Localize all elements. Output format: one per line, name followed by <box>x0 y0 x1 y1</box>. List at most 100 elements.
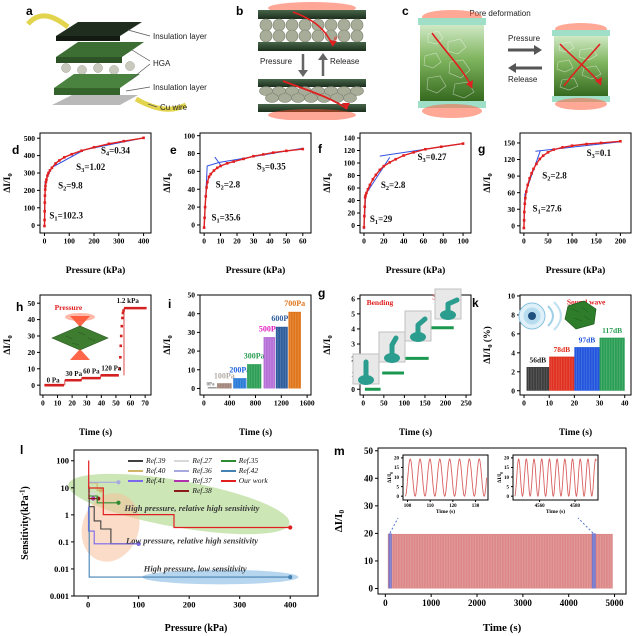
y-tick-label: 10 <box>61 483 70 493</box>
data-marker <box>43 218 46 222</box>
x-tick-label: 100 <box>132 600 145 610</box>
x-tick-label: 200 <box>183 600 196 610</box>
release-arrowhead <box>318 53 328 60</box>
plot-border <box>199 132 312 234</box>
x-tick-label: 60 <box>127 399 135 408</box>
ref35 <box>89 495 119 504</box>
series-end-dot <box>288 574 293 580</box>
annotation: Pressure <box>55 303 83 312</box>
annotation: S2=2.8 <box>542 170 567 182</box>
y-tick-label: 100 <box>184 131 196 140</box>
x-tick-label: 70 <box>141 399 149 408</box>
y-tick-label: 6 <box>511 329 515 338</box>
x-tick-label: 20 <box>380 237 388 246</box>
x-tick-label: 2000 <box>468 598 487 608</box>
legend-item: Ref.41 <box>128 476 165 485</box>
y-tick-label: 15 <box>504 466 510 471</box>
data-marker <box>535 162 538 166</box>
data-marker <box>523 210 526 214</box>
y-tick-label: 40 <box>364 473 374 483</box>
plot-border <box>359 294 472 396</box>
legend-item: Ref.35 <box>220 456 268 465</box>
chart-f-pressure-response: 0 20 40 60 80 100 0 20 40 60 80 100 120 140 Pressure (… <box>323 132 472 276</box>
legend-label: Ref.35 <box>238 456 259 465</box>
annotation: S2=2.8 <box>381 180 406 192</box>
x-tick-label: 0 <box>361 399 365 408</box>
signal-block <box>217 383 232 389</box>
data-marker <box>363 214 366 218</box>
block-label: 56dB <box>530 355 547 364</box>
pore-deformation-title: Pore deformation <box>469 9 530 18</box>
data-marker <box>362 226 366 229</box>
x-tick-label: 50 <box>283 237 291 246</box>
series-end-dot <box>136 541 141 546</box>
signal-block <box>387 533 613 589</box>
y-tick-label: 40 <box>28 315 36 324</box>
y-axis-label: ΔI/I0 <box>497 472 504 483</box>
block-label: 600Pa <box>271 314 292 323</box>
plot-border <box>377 447 627 595</box>
data-marker <box>43 194 47 197</box>
y-tick-label: 400 <box>24 151 36 160</box>
h-plot: 0 10 20 30 40 50 60 70 0 10 20 30 40 50 Time (s) ΔI/I0 0… <box>3 294 152 438</box>
y-axis-label: ΔI/I0 <box>3 335 14 355</box>
x-tick-label: 100 <box>457 237 469 246</box>
cu-wire-bottom <box>134 96 188 112</box>
data-marker <box>365 191 368 195</box>
y-tick-label: 20 <box>188 203 196 212</box>
x-tick-label: 3000 <box>514 598 533 608</box>
pressure-label: Pressure <box>260 57 293 66</box>
legend-label: Ref.39 <box>146 456 166 465</box>
chart-e-pressure-response: 0 10 20 30 40 50 60 0 20 40 60 80 100 Pressure (kPa) Δ… <box>163 131 312 276</box>
y-axis-label: ΔI/I0 <box>483 173 494 193</box>
legend-swatch <box>174 459 190 462</box>
panel-label-h: h <box>16 300 24 314</box>
data-marker <box>45 178 48 181</box>
x-tick-label: 100 <box>404 504 412 509</box>
signal-block <box>233 378 247 389</box>
panel-label-f: f <box>318 142 322 156</box>
annotation: S2=2.8 <box>216 179 241 191</box>
heat-glow-bottom <box>268 109 356 120</box>
photo-0deg <box>352 353 380 385</box>
data-marker <box>121 311 125 315</box>
annotation: Bending <box>367 298 394 307</box>
sphere-contact-schematic: e⁻ Pressure Release <box>258 2 366 120</box>
hga-upper-edge <box>56 57 122 63</box>
y-tick-label: 0 <box>397 495 400 500</box>
pressure-arrowhead <box>298 70 308 77</box>
data-marker <box>412 151 415 154</box>
sample-texture <box>571 306 591 322</box>
press-arrow-down <box>70 316 90 327</box>
y-tick-label: 30 <box>508 205 516 214</box>
y-tick-label: 50 <box>364 446 374 456</box>
block-label: 700Pa <box>284 299 305 308</box>
legend-item: Ref.37 <box>174 476 212 485</box>
panel-label-g: g <box>478 142 486 156</box>
f-plot: 0 20 40 60 80 100 0 20 40 60 80 100 120 140 Pressure (… <box>323 132 472 276</box>
annotation: S3=0.35 <box>257 162 287 174</box>
y-tick-label: 2 <box>511 367 515 376</box>
annotation: S2=9.8 <box>58 180 83 192</box>
our-work <box>88 460 291 529</box>
legend-label: Ref.27 <box>192 456 212 465</box>
label-insulation-bottom: Insulation layer <box>153 83 207 92</box>
block-label: 97dB <box>579 335 596 344</box>
block-label: 500Pa <box>259 324 280 333</box>
x-tick-label: 80 <box>440 237 448 246</box>
x-tick-label: 200 <box>615 237 627 246</box>
y-tick-label: 100 <box>56 456 69 466</box>
x-tick-label: 60 <box>420 237 428 246</box>
data-marker <box>546 151 550 154</box>
data-marker <box>541 154 545 157</box>
data-marker <box>530 172 533 175</box>
x-tick-label: 10 <box>545 399 553 408</box>
data-marker <box>619 139 622 143</box>
x-tick-label: 30 <box>596 399 604 408</box>
x-tick-label: 4000 <box>560 598 579 608</box>
chart-d-pressure-response: 0 100 200 300 400 0 100 200 300 400 500 Pressure (k… <box>3 132 152 276</box>
sound-wave-inset-graphic <box>518 300 597 331</box>
y-tick-label: 100 <box>344 159 356 168</box>
x-axis-label: Time (s) <box>79 427 112 438</box>
signal-block <box>549 356 575 391</box>
